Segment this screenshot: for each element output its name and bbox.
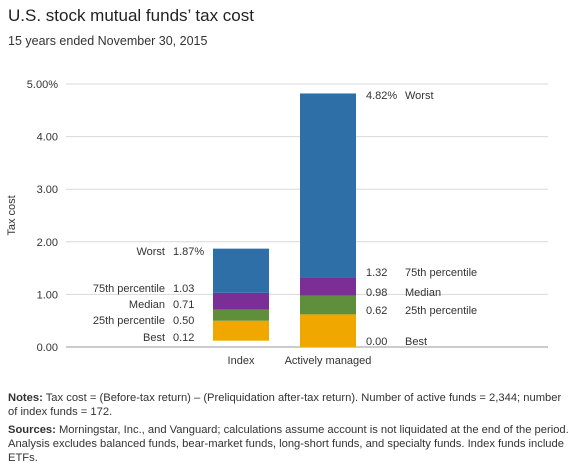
bar-segment [213, 248, 269, 293]
y-tick-label: 1.00 [37, 289, 58, 301]
y-tick-label: 3.00 [37, 184, 58, 196]
data-label-name: Median [129, 299, 165, 311]
sources-paragraph: Sources: Morningstar, Inc., and Vanguard… [8, 423, 573, 465]
data-label-name: Best [405, 336, 427, 348]
data-label-value: 0.50 [173, 315, 194, 327]
data-label-value: 0.00 [366, 336, 387, 348]
y-tick-label: 2.00 [37, 237, 58, 249]
data-label-name: 75th percentile [405, 267, 477, 279]
sources-label: Sources: [8, 424, 56, 436]
notes-label: Notes: [8, 392, 43, 404]
sources-text: Morningstar, Inc., and Vanguard; calcula… [8, 424, 569, 464]
notes-text: Tax cost = (Before-tax return) – (Preliq… [8, 392, 562, 418]
y-tick-label: 5.00% [27, 79, 58, 91]
data-label-value: 1.03 [173, 283, 194, 295]
data-label-value: 0.12 [173, 332, 194, 344]
data-label-value: 4.82% [366, 90, 397, 102]
bar-segment [300, 314, 356, 347]
bar-segment [300, 295, 356, 315]
bar-segment [213, 320, 269, 341]
y-tick-label: 4.00 [37, 132, 58, 144]
data-label-name: 75th percentile [93, 283, 165, 295]
x-tick-label: Index [228, 355, 255, 367]
y-axis-label: Tax cost [6, 195, 18, 235]
chart-subtitle: 15 years ended November 30, 2015 [8, 34, 208, 48]
bar-segment [213, 292, 269, 310]
data-label-name: Worst [136, 246, 165, 258]
data-label-name: Worst [405, 90, 434, 102]
data-label-name: 25th percentile [93, 315, 165, 327]
data-label-value: 0.98 [366, 287, 387, 299]
chart-title: U.S. stock mutual funds’ tax cost [8, 6, 254, 25]
data-label-value: 0.62 [366, 305, 387, 317]
notes-paragraph: Notes: Tax cost = (Before-tax return) – … [8, 391, 573, 419]
bar-segment [300, 93, 356, 278]
footnotes: Notes: Tax cost = (Before-tax return) – … [8, 391, 573, 469]
bar-segment [300, 277, 356, 296]
bar-segment [213, 309, 269, 321]
x-tick-label: Actively managed [285, 355, 372, 367]
data-label-value: 0.71 [173, 299, 194, 311]
data-label-value: 1.32 [366, 267, 387, 279]
data-label-name: Median [405, 287, 441, 299]
chart-svg: 0.00 1.00 2.00 3.00 4.00 5.00% Tax cost Index Ac… [6, 79, 548, 367]
y-tick-label: 0.00 [37, 342, 58, 354]
data-label-value: 1.87% [173, 246, 204, 258]
data-label-name: 25th percentile [405, 305, 477, 317]
data-label-name: Best [143, 332, 165, 344]
